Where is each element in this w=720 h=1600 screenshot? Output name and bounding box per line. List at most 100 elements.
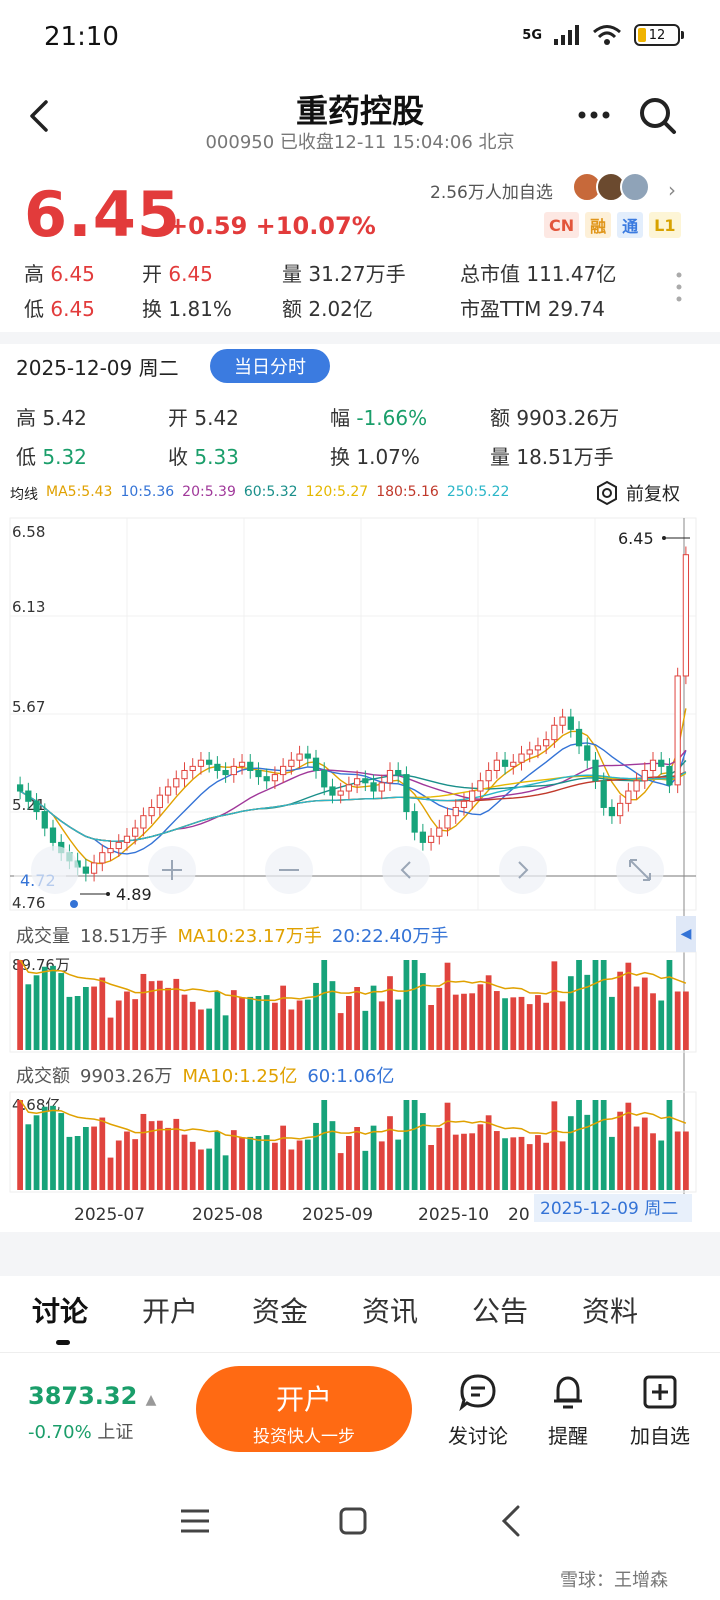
volume-bar [518, 1136, 525, 1190]
candle [99, 852, 106, 864]
search-icon[interactable] [636, 94, 680, 138]
volume-bar [650, 993, 656, 1050]
volume-ma10-line [19, 959, 687, 1002]
amount-ma60: 60:1.06亿 [307, 1066, 395, 1087]
volume-bar [17, 1100, 23, 1190]
volume-bar [288, 1149, 295, 1190]
volume-ma10: MA10:23.17万手 [177, 926, 322, 947]
candle [378, 782, 385, 792]
kline-chart[interactable]: 6.58 6.13 5.67 5.21 4.76 6.45 4.89 4.72 … [0, 510, 720, 1230]
pan-left-icon[interactable] [382, 846, 430, 894]
tab-funds[interactable]: 资金 [252, 1295, 309, 1328]
status-bar: 21:10 5G 12 [0, 0, 720, 76]
tab-open-account[interactable]: 开户 [142, 1295, 199, 1328]
index-value[interactable]: 3873.32 ▲ [28, 1382, 157, 1410]
volume-legend: 成交量 18.51万手 MA10:23.17万手 20:22.40万手 [16, 922, 448, 948]
volume-bar [17, 960, 23, 1050]
home-icon[interactable] [338, 1506, 368, 1536]
volume-bar [477, 984, 484, 1050]
volume-bar [411, 960, 418, 1050]
last-price: 6.45 [24, 178, 181, 251]
day-amount: 额 9903.26万 [490, 406, 620, 430]
candle [493, 759, 500, 771]
amount-legend: 成交额 9903.26万 MA10:1.25亿 60:1.06亿 [16, 1062, 394, 1088]
adjust-toggle[interactable]: 前复权 [594, 480, 680, 506]
pan-right-icon[interactable] [499, 846, 547, 894]
tab-profile[interactable]: 资料 [582, 1295, 639, 1328]
volume-bar [321, 1100, 328, 1190]
volume-bar [641, 1117, 648, 1190]
more-icon[interactable] [574, 100, 614, 130]
min-price-label: 4.89 [116, 885, 152, 904]
volume-bar [452, 994, 459, 1050]
post-discussion-button[interactable]: 发讨论 [438, 1372, 518, 1449]
volume-bar [255, 1136, 262, 1190]
volume-bar [543, 1142, 550, 1190]
nav-back-icon[interactable] [498, 1504, 524, 1538]
volume-bar [107, 1017, 114, 1050]
volume-bar [617, 1111, 624, 1190]
network-type: 5G [522, 27, 542, 43]
ma-line [19, 771, 687, 842]
volume-bar [444, 962, 451, 1050]
stat-market-cap: 总市值 111.47亿 [460, 262, 617, 286]
follower-avatars[interactable] [572, 172, 650, 202]
candle [271, 774, 279, 782]
menu-icon[interactable] [178, 1506, 212, 1536]
day-volume: 量 18.51万手 [490, 445, 614, 469]
badge-margin: 融 [585, 212, 612, 238]
add-watchlist-label: 加自选 [630, 1424, 690, 1448]
alert-button[interactable]: 提醒 [528, 1372, 608, 1449]
candle [33, 800, 40, 813]
volume-bar [592, 960, 599, 1050]
candle [501, 759, 509, 767]
volume-bar [263, 995, 270, 1050]
candle [41, 811, 48, 829]
volume-bar [124, 1131, 130, 1190]
volume-bars [17, 960, 689, 1050]
candle [477, 780, 484, 792]
volume-bar [485, 1115, 492, 1190]
volume-bar [567, 1116, 574, 1190]
volume-bar [576, 960, 582, 1050]
market-badges: CN 融 通 L1 [544, 212, 681, 238]
tab-news[interactable]: 资讯 [362, 1295, 419, 1328]
candle [518, 753, 525, 763]
tab-discussion[interactable]: 讨论 [32, 1295, 89, 1328]
status-time: 21:10 [44, 22, 119, 52]
ma120-value: 120:5.27 [305, 484, 369, 500]
candle [559, 716, 566, 726]
watermark: 雪球：王增森 [560, 1570, 668, 1591]
volume-bar [526, 1144, 533, 1190]
add-watchlist-button[interactable]: 加自选 [620, 1372, 700, 1449]
candle [510, 761, 517, 767]
volume-bar [518, 996, 525, 1050]
volume-value: 18.51万手 [80, 926, 168, 947]
open-account-button[interactable]: 开户 投资快人一步 [196, 1366, 412, 1452]
collapse-panel-icon[interactable]: ◀ [676, 916, 696, 952]
candle [658, 759, 665, 767]
intraday-button[interactable]: 当日分时 [210, 349, 330, 383]
volume-bar [222, 1155, 229, 1190]
volume-bar [452, 1134, 459, 1190]
candle [296, 753, 303, 761]
volume-bar [321, 960, 328, 1050]
day-high: 高 5.42 [16, 406, 87, 430]
volume-bar [156, 1120, 163, 1190]
candle [584, 745, 591, 761]
tab-announcements[interactable]: 公告 [472, 1295, 529, 1328]
volume-bar [469, 1133, 476, 1190]
candle [386, 769, 394, 784]
back-icon[interactable] [22, 96, 62, 136]
y-tick: 6.58 [12, 523, 45, 541]
expand-dots-icon[interactable] [674, 270, 684, 304]
followers-count[interactable]: 2.56万人加自选 [430, 183, 553, 203]
chevron-right-icon[interactable]: › [668, 178, 676, 202]
volume-bar [214, 1131, 221, 1190]
volume-bar [444, 1102, 451, 1190]
candle [156, 794, 163, 808]
candle [312, 757, 320, 771]
stat-volume: 量 31.27万手 [282, 262, 406, 286]
amount-value: 9903.26万 [80, 1066, 173, 1087]
amount-bars [17, 1100, 689, 1190]
